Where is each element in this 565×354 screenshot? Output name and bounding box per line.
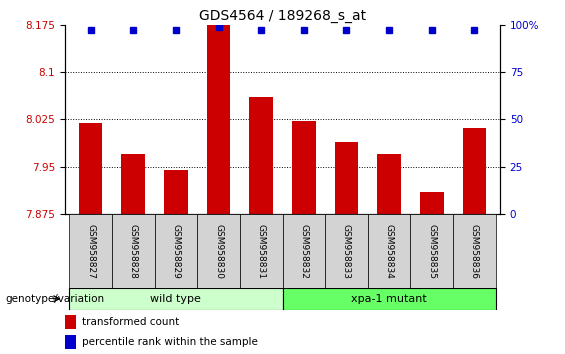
Bar <box>249 97 273 214</box>
Bar <box>79 122 102 214</box>
Bar <box>207 25 231 214</box>
Text: GSM958832: GSM958832 <box>299 224 308 279</box>
Text: GSM958830: GSM958830 <box>214 224 223 279</box>
Bar <box>453 214 496 289</box>
Bar <box>65 335 76 348</box>
Text: GSM958831: GSM958831 <box>257 224 266 279</box>
Bar <box>420 192 444 214</box>
Text: genotype/variation: genotype/variation <box>6 294 105 304</box>
Text: GSM958836: GSM958836 <box>470 224 479 279</box>
Text: GSM958829: GSM958829 <box>171 224 180 279</box>
Text: percentile rank within the sample: percentile rank within the sample <box>82 337 258 347</box>
Text: GDS4564 / 189268_s_at: GDS4564 / 189268_s_at <box>199 9 366 23</box>
Bar <box>240 214 282 289</box>
Text: GSM958827: GSM958827 <box>86 224 95 279</box>
Bar <box>69 214 112 289</box>
Bar <box>155 214 197 289</box>
Bar <box>325 214 368 289</box>
Text: GSM958834: GSM958834 <box>385 224 394 279</box>
Bar <box>282 288 496 310</box>
Bar <box>463 128 486 214</box>
Bar <box>121 154 145 214</box>
Text: transformed count: transformed count <box>82 317 179 327</box>
Text: GSM958835: GSM958835 <box>427 224 436 279</box>
Text: wild type: wild type <box>150 294 201 304</box>
Bar <box>197 214 240 289</box>
Bar <box>112 214 155 289</box>
Bar <box>377 154 401 214</box>
Text: xpa-1 mutant: xpa-1 mutant <box>351 294 427 304</box>
Bar <box>292 121 316 214</box>
Bar <box>164 170 188 214</box>
Bar <box>368 214 410 289</box>
Bar <box>410 214 453 289</box>
Bar <box>282 214 325 289</box>
Bar <box>334 142 358 214</box>
Text: GSM958833: GSM958833 <box>342 224 351 279</box>
Bar <box>65 315 76 329</box>
Text: GSM958828: GSM958828 <box>129 224 138 279</box>
Bar <box>69 288 282 310</box>
